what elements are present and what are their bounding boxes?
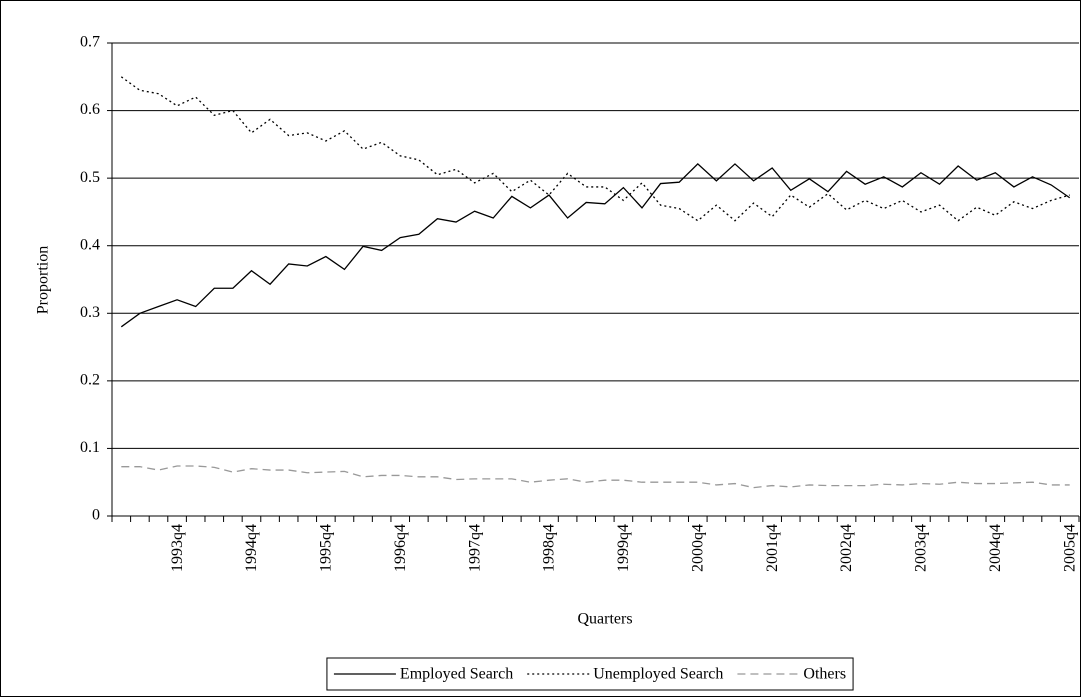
legend-label: Others (803, 666, 846, 683)
x-tick-label: 1993q4 (169, 524, 186, 572)
y-tick-label: 0.6 (80, 101, 100, 118)
series-line (120, 163, 1071, 328)
y-tick-label: 0.4 (80, 236, 100, 253)
y-tick-label: 0.2 (80, 372, 100, 389)
x-tick-label: 1996q4 (392, 524, 409, 572)
x-tick-label: 2001q4 (764, 524, 781, 572)
series-line (121, 465, 1070, 489)
legend-label: Unemployed Search (593, 666, 723, 683)
x-tick-label: 1997q4 (466, 524, 483, 572)
x-tick-label: 2002q4 (838, 524, 855, 572)
y-tick-label: 0 (92, 507, 100, 524)
legend-label: Employed Search (400, 666, 513, 683)
series-line (120, 76, 1070, 222)
y-axis-label: Proportion (35, 246, 52, 314)
y-tick-label: 0.3 (80, 304, 100, 321)
y-tick-label: 0.1 (80, 439, 100, 456)
y-tick-label: 0.5 (80, 169, 100, 186)
x-tick-label: 1999q4 (615, 524, 632, 572)
x-tick-label: 2005q4 (1061, 524, 1078, 572)
x-tick-label: 1995q4 (318, 524, 335, 572)
x-tick-label: 2003q4 (913, 524, 930, 572)
legend: Employed Search Unemployed Search Others (326, 657, 854, 691)
x-tick-label: 1994q4 (243, 524, 260, 572)
x-axis-label: Quarters (577, 611, 632, 628)
x-tick-label: 2000q4 (689, 524, 706, 572)
x-tick-label: 2004q4 (987, 524, 1004, 572)
x-tick-label: 1998q4 (541, 524, 558, 572)
y-tick-label: 0.7 (80, 34, 100, 51)
